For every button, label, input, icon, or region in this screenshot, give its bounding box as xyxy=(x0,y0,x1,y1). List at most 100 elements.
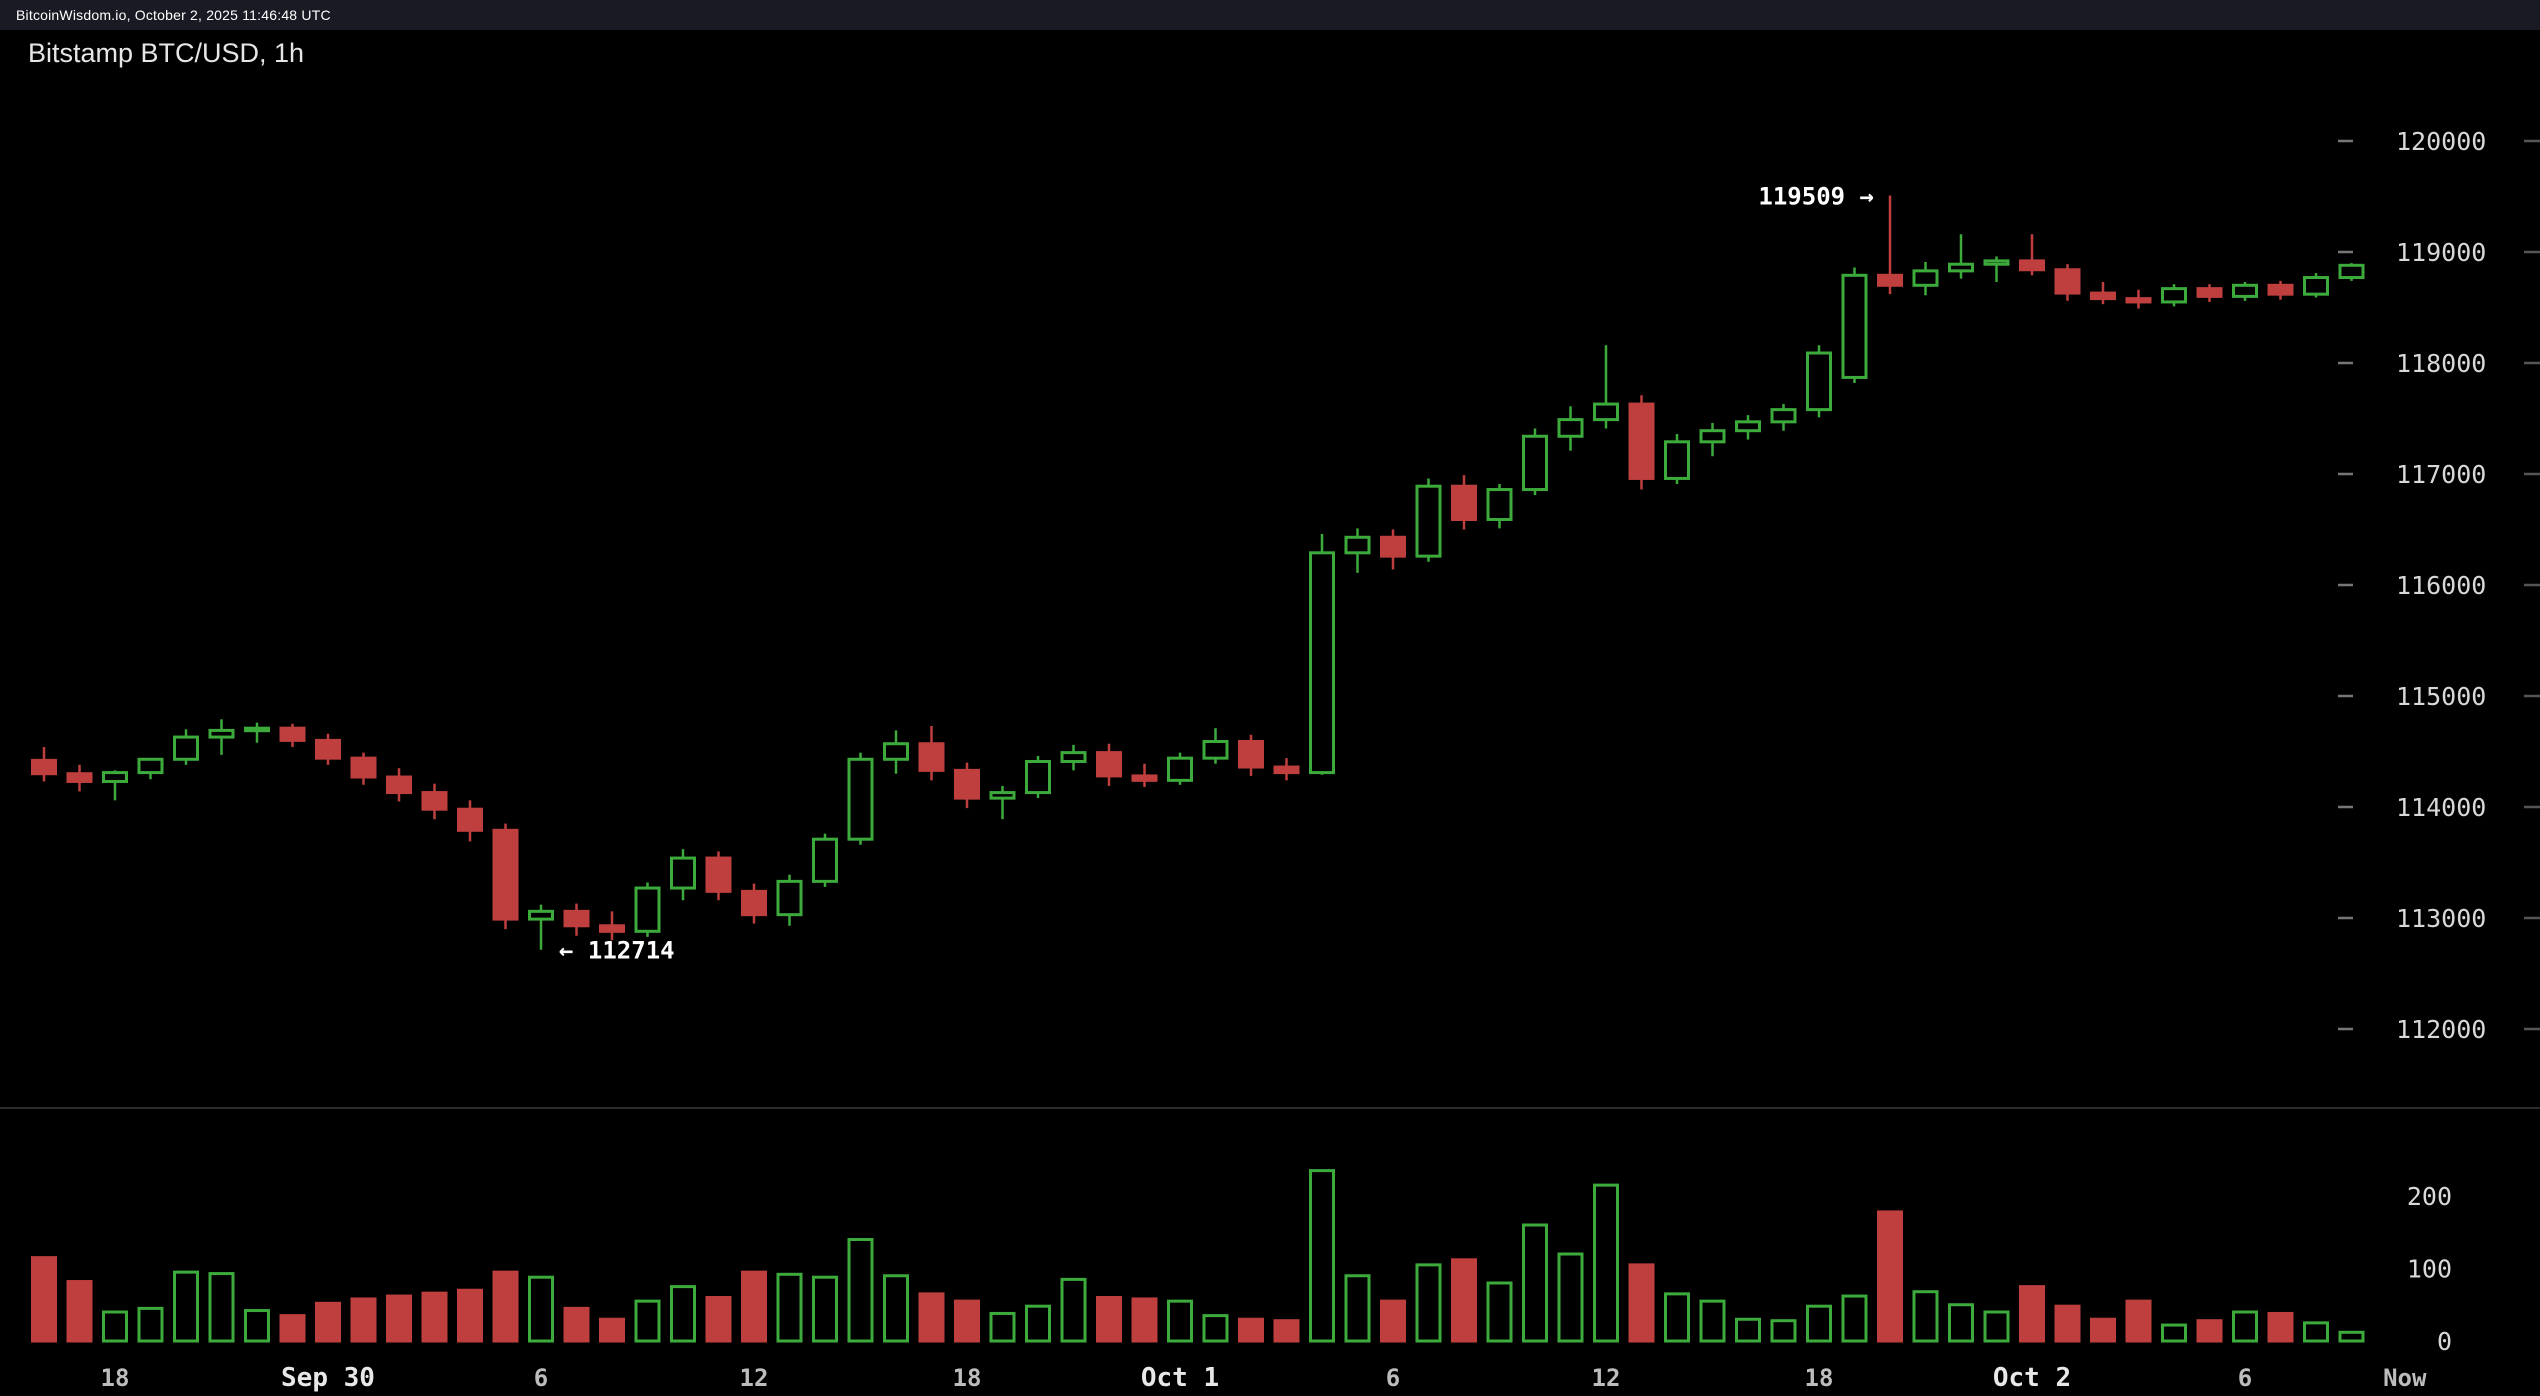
candle-body xyxy=(2196,287,2223,298)
volume-bar xyxy=(1593,1183,1619,1343)
candle-body xyxy=(847,757,874,841)
candle-body xyxy=(1380,535,1406,558)
volume-bar xyxy=(386,1294,412,1343)
candle-body xyxy=(2232,283,2258,298)
time-axis-label: Sep 30 xyxy=(281,1363,375,1393)
volume-bar xyxy=(421,1291,448,1343)
volume-bar xyxy=(2090,1317,2116,1343)
volume-bar xyxy=(457,1288,483,1343)
volume-bar xyxy=(2303,1321,2329,1343)
volume-bar xyxy=(350,1297,377,1343)
price-tick-label: 113000 xyxy=(2396,904,2486,933)
volume-bar xyxy=(1344,1274,1371,1343)
volume-bar xyxy=(1912,1290,1939,1343)
candle-body xyxy=(2303,276,2329,296)
volume-bar xyxy=(1025,1304,1051,1343)
time-axis-label: 18 xyxy=(101,1364,130,1392)
time-axis-label: 12 xyxy=(1592,1364,1621,1392)
volume-bar xyxy=(1451,1258,1477,1343)
header-bar: BitcoinWisdom.io, October 2, 2025 11:46:… xyxy=(0,0,2540,30)
volume-bar xyxy=(66,1280,93,1343)
volume-bar xyxy=(776,1272,803,1343)
volume-bar xyxy=(1380,1299,1406,1343)
volume-bar xyxy=(1309,1169,1335,1343)
price-tick-label: 120000 xyxy=(2396,127,2486,156)
volume-bar xyxy=(1131,1297,1158,1343)
time-axis-label: 6 xyxy=(2238,1364,2252,1392)
candle-body xyxy=(1593,402,1619,422)
volume-bar xyxy=(563,1306,590,1343)
volume-bar xyxy=(2125,1299,2152,1343)
volume-bar xyxy=(883,1274,909,1343)
price-tick-label: 112000 xyxy=(2396,1015,2486,1044)
volume-bar xyxy=(279,1314,306,1343)
candle-body xyxy=(1167,756,1193,782)
volume-bar xyxy=(2232,1310,2258,1343)
high-price-annotation: 119509 → xyxy=(1758,183,1874,211)
candle-body xyxy=(2019,259,2045,272)
candle-body xyxy=(31,758,57,776)
low-price-annotation: ← 112714 xyxy=(559,937,675,965)
time-axis-label: 6 xyxy=(1386,1364,1400,1392)
candle-body xyxy=(918,742,945,772)
volume-tick-label: 0 xyxy=(2437,1327,2452,1356)
candle-body xyxy=(812,837,838,883)
volume-bar xyxy=(1877,1210,1903,1343)
candle-body xyxy=(1628,402,1655,480)
candle-body xyxy=(883,742,909,761)
candle-body xyxy=(1770,408,1797,424)
candle-body xyxy=(1309,551,1335,775)
volume-tick-label: 100 xyxy=(2407,1255,2452,1284)
volume-bar xyxy=(173,1270,199,1343)
time-axis-label: Oct 1 xyxy=(1141,1363,1219,1393)
volume-bar xyxy=(705,1296,732,1343)
candle-body xyxy=(634,886,661,933)
volume-bar xyxy=(2267,1311,2294,1343)
volume-bar xyxy=(492,1270,519,1343)
volume-bar xyxy=(1273,1319,1300,1343)
candle-body xyxy=(2125,297,2152,304)
volume-bar xyxy=(1522,1223,1548,1343)
candle-body xyxy=(1025,759,1051,795)
volume-bar xyxy=(1486,1281,1513,1343)
chart-title: Bitstamp BTC/USD, 1h xyxy=(28,38,305,68)
volume-bar xyxy=(1238,1317,1264,1343)
volume-bar xyxy=(954,1299,980,1343)
volume-bar xyxy=(2338,1330,2365,1343)
volume-bar xyxy=(989,1311,1016,1343)
volume-bar xyxy=(1770,1319,1797,1343)
candle-body xyxy=(457,807,483,832)
candle-body xyxy=(421,791,448,811)
price-tick-label: 118000 xyxy=(2396,349,2486,378)
volume-bar xyxy=(1735,1317,1761,1343)
time-axis-label: 18 xyxy=(1805,1364,1834,1392)
candle-body xyxy=(66,772,93,783)
volume-bar xyxy=(2054,1304,2081,1343)
volume-bar xyxy=(1983,1310,2010,1343)
candle-body xyxy=(776,879,803,917)
price-tick-label: 117000 xyxy=(2396,460,2486,489)
volume-bar xyxy=(1202,1314,1229,1343)
volume-bar xyxy=(741,1270,767,1343)
candle-body xyxy=(2267,283,2294,296)
time-axis-label: 6 xyxy=(534,1364,548,1392)
time-axis-label: Oct 2 xyxy=(1993,1363,2071,1393)
volume-bar xyxy=(315,1301,341,1343)
candle-body xyxy=(2054,268,2081,295)
candle-body xyxy=(386,775,412,795)
candle-body xyxy=(315,738,341,760)
volume-bar xyxy=(2196,1319,2223,1343)
candle-body xyxy=(1131,774,1158,782)
time-axis-label: 18 xyxy=(953,1364,982,1392)
price-tick-label: 114000 xyxy=(2396,793,2486,822)
candle-body xyxy=(954,768,980,800)
volume-bar xyxy=(1415,1263,1442,1343)
volume-bar xyxy=(1096,1296,1122,1343)
header-text: BitcoinWisdom.io, October 2, 2025 11:46:… xyxy=(16,7,331,23)
volume-bar xyxy=(634,1299,661,1343)
volume-bar xyxy=(1841,1294,1868,1343)
candle-body xyxy=(1877,273,1903,287)
candle-body xyxy=(1096,751,1122,778)
candle-body xyxy=(741,889,767,917)
candle-body xyxy=(1451,484,1477,522)
